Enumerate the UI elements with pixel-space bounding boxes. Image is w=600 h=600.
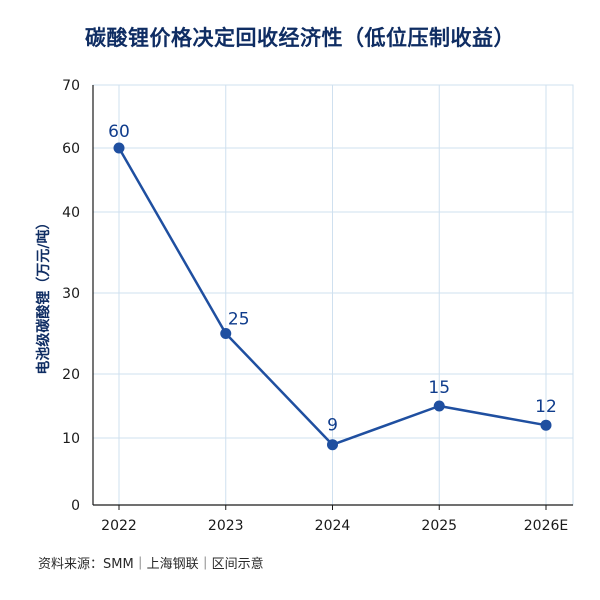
y-tick-label: 60 (62, 141, 80, 157)
y-tick-label: 0 (71, 498, 80, 514)
series-layer (113, 142, 552, 451)
y-tick-label: 40 (62, 205, 80, 221)
label-layer: 60 25 9 15 12 (108, 122, 557, 436)
source-note: 资料来源：SMM｜上海钢联｜区间示意 (38, 557, 264, 572)
data-point (220, 328, 232, 339)
data-point (327, 439, 338, 451)
data-label: 15 (428, 378, 450, 398)
x-tick-label: 2026E (524, 518, 568, 534)
data-label: 25 (228, 310, 250, 330)
x-tick-label: 2022 (101, 518, 137, 534)
y-tick-label: 30 (62, 286, 80, 302)
x-tick-label: 2025 (421, 518, 457, 534)
x-tick-label: 2023 (208, 518, 244, 534)
data-label: 12 (535, 397, 557, 417)
x-tick-label: 2024 (315, 518, 351, 534)
y-tick-label: 20 (62, 367, 80, 383)
y-tick-label: 10 (62, 431, 80, 447)
data-point (113, 142, 125, 154)
axis-layer: 0 10 20 30 40 60 70 2022 2023 2024 2025 2026E (62, 78, 573, 534)
grid-layer (92, 84, 574, 506)
chart-title: 碳酸锂价格决定回收经济性（低位压制收益） (85, 26, 515, 50)
data-label: 60 (108, 122, 130, 142)
data-point (540, 419, 552, 431)
y-tick-label: 70 (62, 78, 80, 94)
data-point (433, 400, 445, 412)
data-label: 9 (327, 416, 338, 436)
